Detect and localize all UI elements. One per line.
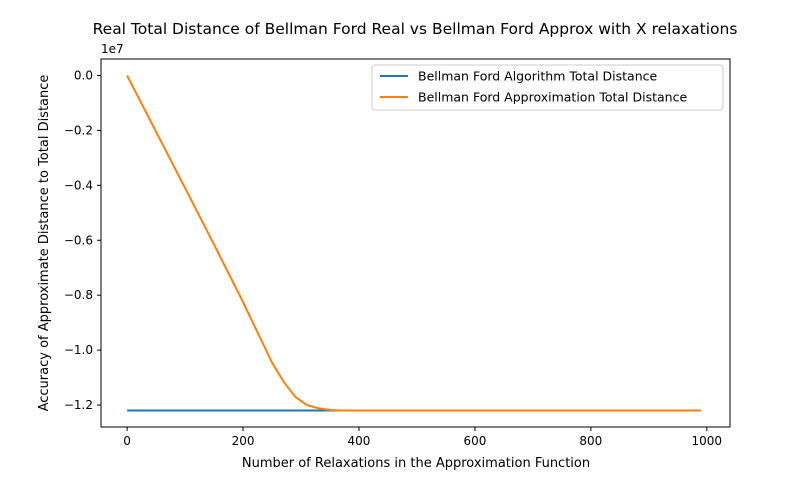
legend-label-bellman-ford-algorithm: Bellman Ford Algorithm Total Distance xyxy=(418,69,657,84)
x-tick-label: 800 xyxy=(579,434,602,448)
x-tick-label: 1000 xyxy=(692,434,723,448)
y-tick-label: −1.0 xyxy=(64,343,93,357)
y-axis-offset-label: 1e7 xyxy=(101,42,124,56)
x-axis-label: Number of Relaxations in the Approximati… xyxy=(242,456,590,471)
series-layer xyxy=(126,75,701,412)
series-line-1 xyxy=(126,75,701,412)
plot-frame xyxy=(100,58,731,428)
legend: Bellman Ford Algorithm Total Distance Be… xyxy=(371,64,724,111)
y-tick-label: −0.8 xyxy=(64,288,93,302)
y-tick-label: 0.0 xyxy=(74,68,93,82)
x-tick-label: 400 xyxy=(348,434,371,448)
x-tick-label: 200 xyxy=(232,434,255,448)
y-tick-label: −0.2 xyxy=(64,123,93,137)
chart-title: Real Total Distance of Bellman Ford Real… xyxy=(93,20,738,38)
y-axis-label: Accuracy of Approximate Distance to Tota… xyxy=(37,75,52,412)
y-axis-ticks: 0.0 −0.2 −0.4 −0.6 −0.8 −1.0 −1.2 xyxy=(64,68,101,412)
y-tick-label: −1.2 xyxy=(64,398,93,412)
plot-area xyxy=(100,58,731,428)
x-tick-label: 600 xyxy=(463,434,486,448)
y-tick-label: −0.6 xyxy=(64,233,93,247)
legend-box xyxy=(371,64,724,111)
y-tick-label: −0.4 xyxy=(64,178,93,192)
legend-label-bellman-ford-approximation: Bellman Ford Approximation Total Distanc… xyxy=(418,90,687,105)
x-tick-label: 0 xyxy=(123,434,131,448)
x-axis-ticks: 0 200 400 600 800 1000 xyxy=(123,427,722,448)
